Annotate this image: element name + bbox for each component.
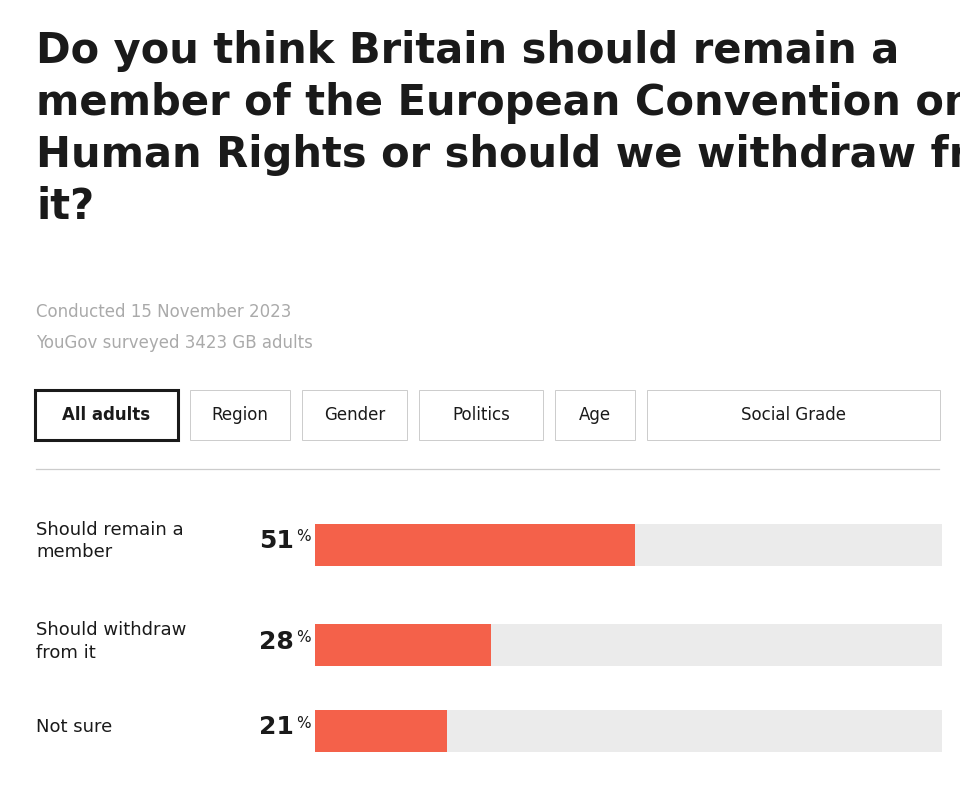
Text: Gender: Gender [324, 406, 385, 424]
Text: %: % [296, 530, 310, 544]
Text: YouGov surveyed 3423 GB adults: YouGov surveyed 3423 GB adults [36, 334, 313, 352]
Bar [315, 524, 635, 566]
Text: 51: 51 [259, 529, 294, 553]
Text: 28: 28 [259, 630, 294, 653]
Text: Do you think Britain should remain a
member of the European Convention on
Human : Do you think Britain should remain a mem… [36, 30, 960, 228]
Text: Region: Region [211, 406, 269, 424]
Text: All adults: All adults [62, 406, 151, 424]
Text: Politics: Politics [452, 406, 510, 424]
Text: %: % [296, 630, 310, 645]
Text: Social Grade: Social Grade [741, 406, 846, 424]
Text: %: % [296, 716, 310, 730]
Bar [315, 710, 446, 752]
Bar [315, 710, 942, 752]
Bar [315, 624, 491, 667]
Text: Age: Age [579, 406, 612, 424]
Bar [315, 524, 942, 566]
Text: Should withdraw
from it: Should withdraw from it [36, 622, 187, 661]
Bar [315, 624, 942, 667]
Text: 21: 21 [259, 715, 294, 739]
Text: Not sure: Not sure [36, 718, 112, 736]
Text: Should remain a
member: Should remain a member [36, 521, 184, 561]
Text: Conducted 15 November 2023: Conducted 15 November 2023 [36, 303, 292, 321]
